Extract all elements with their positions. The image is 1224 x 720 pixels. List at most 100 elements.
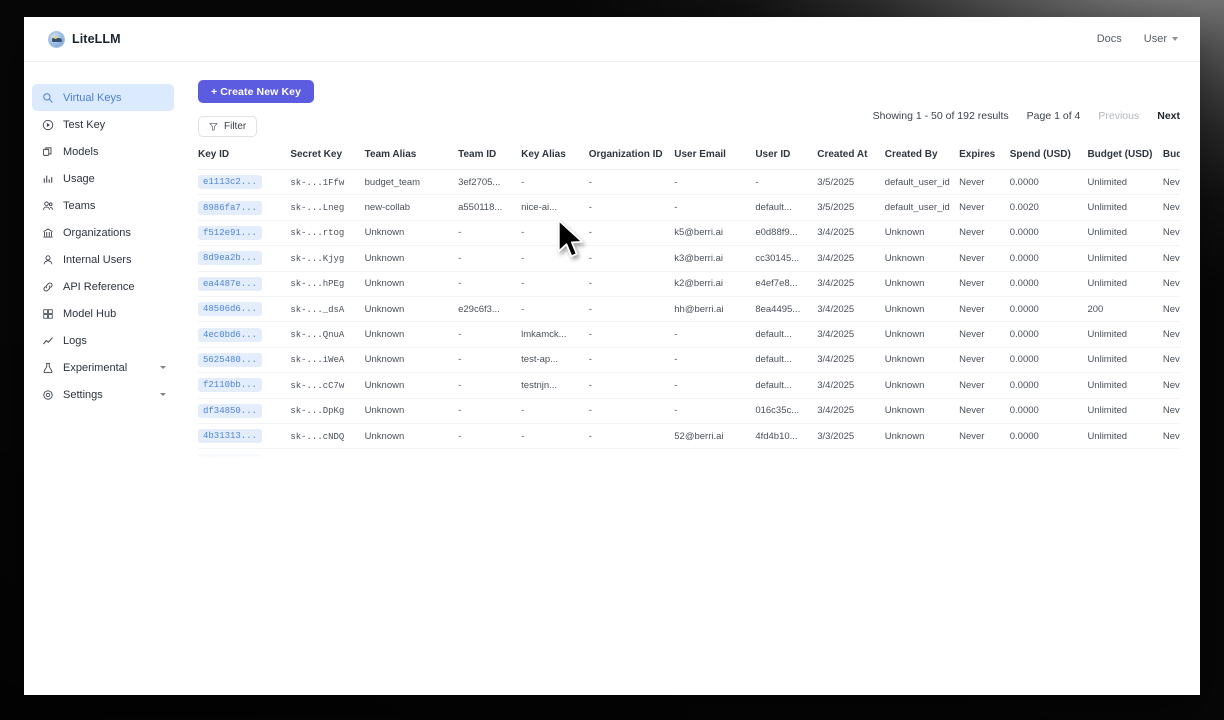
table-row[interactable]: 5625480... sk-...iWeA Unknown - test-ap... - -… [198, 347, 1180, 374]
cell-key-id: 8986fa7... [198, 194, 291, 221]
secret-key-value: sk-...QnuA [290, 330, 345, 341]
table-row[interactable]: 4ec0bd6... sk-...QnuA Unknown - lmkamck... - -… [198, 321, 1180, 348]
cell-budget: Unlimited [1087, 321, 1163, 348]
cell-budget-reset: Never [1162, 271, 1180, 297]
cell-team-id: e29c6f3... [458, 296, 522, 323]
column-header[interactable]: Spend (USD) [1009, 149, 1088, 170]
column-header[interactable]: Budget Reset [1162, 149, 1180, 170]
sidebar-item-organizations[interactable]: Organizations [32, 219, 174, 246]
sidebar-item-logs[interactable]: Logs [32, 327, 174, 354]
cell-expires: Never [959, 398, 1010, 424]
table-row[interactable]: 4db0218...sk-...f3QlUnknown---n8@berri.a… [198, 448, 1180, 459]
column-header[interactable]: Team Alias [364, 149, 459, 170]
cell-user-email: - [674, 169, 756, 196]
filter-button[interactable]: Filter [198, 116, 258, 137]
secret-key-value: sk-..._dsA [290, 304, 345, 315]
user-menu[interactable]: User [1144, 33, 1178, 45]
cell-expires: Never [959, 271, 1010, 297]
sidebar-item-virtual-keys[interactable]: Virtual Keys [32, 84, 174, 111]
key-id-chip[interactable]: 4db0218... [198, 454, 263, 459]
cell-key-id: f512e91... [198, 220, 291, 247]
table-row[interactable]: 8d9ea2b... sk-...Kjyg Unknown - - - k3@berri.a… [198, 245, 1180, 272]
header-actions: Docs User [1097, 33, 1178, 45]
create-new-key-button[interactable]: + Create New Key [198, 80, 315, 103]
line-chart-icon [42, 335, 54, 347]
table-row[interactable]: e1113c2... sk-...1Ffw budget_team 3ef2705..… [198, 169, 1180, 196]
cell-user-id: default... [755, 372, 818, 399]
cell-secret-key: sk-...Kjyg [290, 245, 365, 272]
key-id-chip[interactable]: 8986fa7... [198, 200, 263, 215]
table-row[interactable]: 4b31313... sk-...cNDQ Unknown - - -52@berri.a… [198, 423, 1180, 450]
table-row[interactable]: df34850... sk-...DpKg Unknown - - - -016c35c..… [198, 398, 1180, 424]
cell-user-id: - [755, 169, 818, 196]
sidebar-item-experimental[interactable]: Experimental [32, 354, 174, 381]
table-row[interactable]: ea4487e... sk-...hPEg Unknown - - - k2@berri.a… [198, 271, 1180, 297]
column-header[interactable]: Secret Key [290, 149, 365, 170]
cell-created-by: Unknown [884, 398, 960, 424]
table-header: Key ID Secret Key Team Alias Team ID Key Ali… [198, 149, 1180, 170]
table-row[interactable]: 8986fa7... sk-...Lneg new-collab a550118...… [198, 194, 1180, 221]
cell-created-by: Unknown [884, 372, 960, 399]
column-header[interactable]: Organization ID [588, 149, 675, 170]
key-id-chip[interactable]: 5625480... [198, 352, 263, 367]
chevron-down-icon[interactable] [160, 393, 166, 396]
key-id-chip[interactable]: 4ec0bd6... [198, 327, 263, 342]
secret-key-value: sk-...Kjyg [290, 253, 345, 264]
column-header[interactable]: Key Alias [521, 149, 589, 170]
previous-page-button[interactable]: Previous [1098, 110, 1140, 122]
cell-budget: Unlimited [1087, 372, 1163, 399]
sidebar-item-teams[interactable]: Teams [32, 192, 174, 219]
cell-team-id: - [458, 220, 522, 247]
sidebar-item-test-key[interactable]: Test Key [32, 111, 174, 138]
sidebar-item-label: Test Key [63, 118, 106, 131]
cell-expires: Never [959, 423, 1010, 450]
column-header[interactable]: Created By [884, 149, 960, 170]
column-header[interactable]: User ID [755, 149, 818, 170]
sidebar-item-model-hub[interactable]: Model Hub [32, 300, 174, 327]
sidebar-item-usage[interactable]: Usage [32, 165, 174, 192]
column-header[interactable]: User Email [674, 149, 756, 170]
cell-key-id: ea4487e... [198, 271, 291, 297]
key-id-chip[interactable]: f512e91... [198, 225, 263, 240]
cell-user-id: default... [755, 321, 818, 348]
table-row[interactable]: 48506d6... sk-..._dsA Unknown e29c6f3... - - h… [198, 296, 1180, 323]
sidebar-item-api-reference[interactable]: API Reference [32, 273, 174, 300]
cell-team-id: - [458, 448, 522, 459]
key-id-chip[interactable]: df34850... [198, 403, 263, 418]
sidebar-item-internal-users[interactable]: Internal Users [32, 246, 174, 273]
cell-created-at: 3/4/2025 [817, 372, 885, 399]
cell-expires: Never [959, 321, 1010, 348]
column-header[interactable]: Key ID [198, 149, 291, 170]
cell-spend: 0.0000 [1009, 271, 1088, 297]
next-page-button[interactable]: Next [1157, 110, 1180, 122]
cell-user-id: cc30145... [755, 245, 818, 272]
cell-team-alias: Unknown [364, 271, 459, 297]
docs-link[interactable]: Docs [1096, 33, 1122, 45]
key-id-chip[interactable]: 48506d6... [198, 302, 263, 317]
column-header[interactable]: Created At [817, 149, 885, 170]
keys-table-container[interactable]: Key ID Secret Key Team Alias Team ID Key Ali… [198, 149, 1180, 459]
cell-spend: 0.0000 [1009, 423, 1088, 450]
brand[interactable]: LiteLLM [48, 30, 121, 48]
cell-budget: 200 [1087, 296, 1163, 323]
column-header[interactable]: Expires [959, 149, 1010, 170]
column-header[interactable]: Team ID [458, 149, 522, 170]
key-id-chip[interactable]: 4b31313... [198, 429, 263, 444]
key-id-chip[interactable]: f2110bb... [198, 378, 263, 393]
table-row[interactable]: f512e91... sk-...rtog Unknown - - - k5@berri.a… [198, 220, 1180, 247]
cell-spend: 0.0020 [1009, 194, 1088, 221]
cell-org-id: - [588, 321, 675, 348]
sidebar-item-settings[interactable]: Settings [32, 381, 174, 408]
column-header[interactable]: Budget (USD) [1087, 149, 1163, 170]
cell-budget-reset: Never [1162, 220, 1180, 247]
chevron-down-icon[interactable] [160, 366, 166, 369]
cell-user-email: n8@berri.ai [674, 448, 756, 459]
key-id-chip[interactable]: 8d9ea2b... [198, 251, 263, 266]
key-id-chip[interactable]: ea4487e... [198, 276, 263, 291]
table-row[interactable]: f2110bb... sk-...cC7w Unknown - testnjn... - -… [198, 372, 1180, 399]
virtual-keys-table: Key ID Secret Key Team Alias Team ID Key Ali… [198, 149, 1180, 459]
cell-key-id: 4b31313... [198, 423, 291, 450]
key-id-chip[interactable]: e1113c2... [198, 175, 263, 190]
sidebar-item-models[interactable]: Models [32, 138, 174, 165]
bar-chart-icon [42, 173, 54, 185]
